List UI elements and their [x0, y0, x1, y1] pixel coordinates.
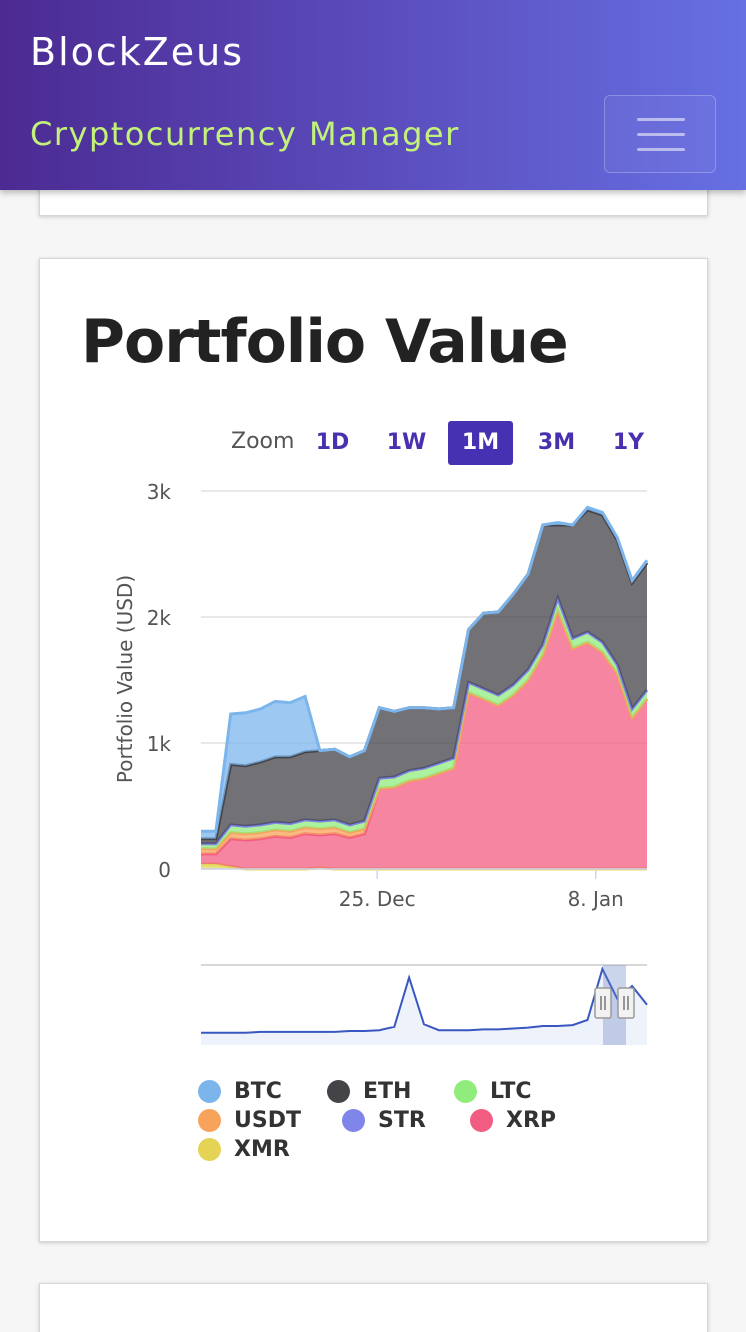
- legend-dot-icon: [327, 1080, 350, 1103]
- legend-dot-icon: [198, 1138, 221, 1161]
- brand-subtitle: Cryptocurrency Manager: [30, 115, 460, 153]
- zoom-1d-button[interactable]: 1D: [315, 430, 350, 455]
- series-area-xrp: [201, 610, 647, 869]
- navigator-selection[interactable]: [603, 965, 626, 1045]
- legend-label: LTC: [490, 1079, 532, 1104]
- next-card: [39, 1283, 708, 1332]
- y-tick-label: 1k: [147, 732, 172, 756]
- hamburger-icon: [637, 148, 685, 151]
- series-area-ltc: [201, 598, 647, 849]
- hamburger-icon: [637, 133, 685, 136]
- page-title: Portfolio Value: [81, 307, 569, 377]
- legend-dot-icon: [342, 1109, 365, 1132]
- legend-dot-icon: [198, 1109, 221, 1132]
- zoom-1m-button[interactable]: 1M: [448, 421, 513, 465]
- navigator-right-handle[interactable]: [617, 987, 635, 1019]
- legend-label: XMR: [234, 1137, 290, 1162]
- navigator: [201, 964, 648, 1045]
- menu-toggle-button[interactable]: [604, 95, 716, 173]
- chart-areas: [201, 505, 649, 871]
- legend-label: BTC: [234, 1079, 282, 1104]
- navbar: BlockZeus Cryptocurrency Manager: [0, 0, 746, 190]
- legend-label: ETH: [363, 1079, 412, 1104]
- portfolio-chart: 0 1k 2k 3k Portfolio Value (USD) 25. Dec 8. …: [113, 480, 649, 1045]
- hamburger-icon: [637, 118, 685, 121]
- y-axis-title: Portfolio Value (USD): [113, 575, 137, 783]
- series-area-eth: [201, 509, 647, 844]
- navigator-left-handle[interactable]: [594, 987, 612, 1019]
- legend-dot-icon: [454, 1080, 477, 1103]
- zoom-1w-button[interactable]: 1W: [386, 430, 427, 455]
- portfolio-card: Portfolio Value Zoom 1D 1W 1M 3M 1Y 0 1k 2…: [39, 258, 708, 1242]
- y-tick-label: 3k: [147, 480, 172, 504]
- x-tick-label: 25. Dec: [339, 887, 416, 911]
- navigator-area: [201, 969, 647, 1045]
- y-tick-label: 2k: [147, 606, 172, 630]
- brand-title[interactable]: BlockZeus: [30, 30, 245, 74]
- legend-label: USDT: [234, 1108, 301, 1133]
- zoom-1y-button[interactable]: 1Y: [612, 430, 645, 455]
- y-tick-label: 0: [158, 858, 171, 882]
- legend-label: XRP: [506, 1108, 557, 1133]
- chart-axis: Portfolio Value (USD) 25. Dec 8. Jan: [113, 575, 624, 911]
- series-line-btc: [201, 505, 649, 833]
- legend-label: STR: [378, 1108, 426, 1133]
- zoom-3m-button[interactable]: 3M: [537, 430, 576, 455]
- zoom-label: Zoom: [231, 429, 295, 454]
- x-tick-label: 8. Jan: [568, 887, 624, 911]
- navigator-series-line: [201, 966, 648, 1034]
- legend-dot-icon: [198, 1080, 221, 1103]
- legend-dot-icon: [470, 1109, 493, 1132]
